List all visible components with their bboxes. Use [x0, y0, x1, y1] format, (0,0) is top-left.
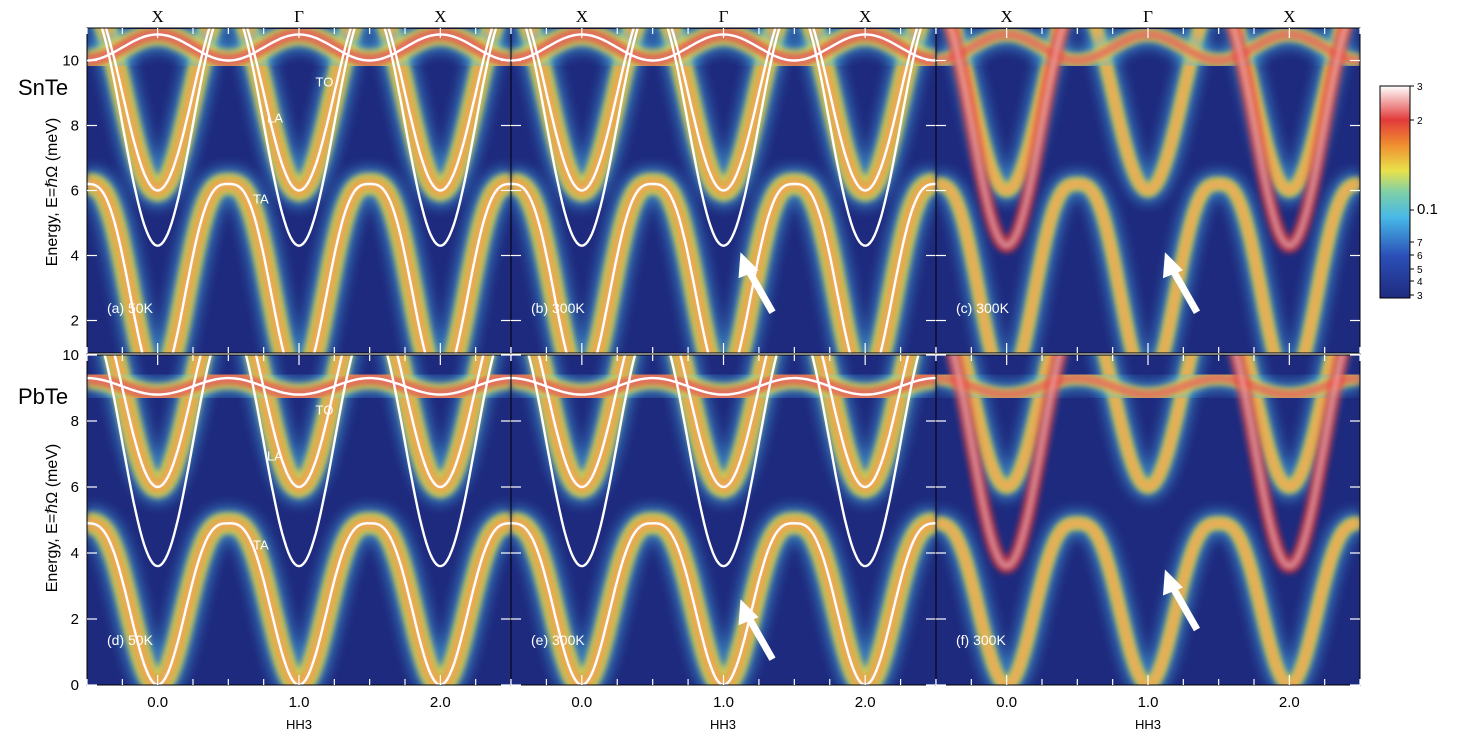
panel-b: (b) 300K X Γ X	[510, 7, 937, 354]
colorbar-tick-label: 2	[1417, 116, 1423, 127]
y-tick-label-a: 4	[71, 248, 79, 265]
q-point-label-b: X	[859, 7, 871, 26]
y-tick-label-d: 4	[71, 545, 79, 562]
branch-label-to-d: TO	[316, 402, 334, 417]
q-point-label-a: Γ	[294, 7, 304, 26]
plot-area-f	[936, 355, 1360, 685]
y-tick-label-d: 8	[71, 413, 79, 430]
colorbar-tick-label: 4	[1417, 277, 1423, 288]
q-point-label-c: X	[1001, 7, 1013, 26]
x-tick-label-f: 1.0	[1138, 694, 1159, 711]
x-tick-label-e: 0.0	[571, 694, 592, 711]
dispersion-curve-e-2	[537, 355, 910, 489]
q-point-label-a: X	[434, 7, 446, 26]
dispersion-curve-b-1	[524, 28, 923, 248]
colorbar-tick-label: 5	[1417, 265, 1423, 276]
y-tick-label-a: 8	[71, 118, 79, 135]
x-axis-title-e: HH3	[710, 717, 736, 732]
y-axis-title-bottom: Energy, E=ℏΩ (meV)	[44, 444, 61, 593]
panel-e: (e) 300K 0.0 1.0 2.0	[510, 354, 937, 711]
y-tick-label-d: 0	[71, 677, 79, 694]
dispersion-curve-d-2	[113, 355, 485, 489]
x-tick-label-f: 2.0	[1279, 694, 1300, 711]
panel-label-e: (e) 300K	[531, 632, 585, 648]
branch-label-la-d: LA	[267, 449, 283, 464]
x-tick-label-d: 2.0	[430, 694, 451, 711]
y-tick-label-d: 2	[71, 611, 79, 628]
colorbar-tick-label: 6	[1417, 251, 1423, 262]
q-point-label-a: X	[152, 7, 164, 26]
x-tick-label-d: 0.0	[147, 694, 168, 711]
row-label-pbte: PbTe	[18, 384, 68, 409]
y-tick-label-a: 10	[62, 53, 79, 70]
arrow-c	[1162, 252, 1200, 314]
colorbar-tick-label: 7	[1417, 238, 1423, 249]
y-tick-label-a: 2	[71, 313, 79, 330]
y-axis-title-top: Energy, E=ℏΩ (meV)	[44, 118, 61, 267]
panel-label-c: (c) 300K	[956, 300, 1010, 316]
panel-a: TO LA TA (a) 50K 2 4 6 8 10 X Γ X	[62, 7, 512, 354]
row-label-sntex: SnTe	[18, 75, 68, 100]
dispersion-curve-e-3	[511, 376, 936, 396]
y-tick-label-d: 10	[62, 347, 79, 364]
colorbar-tick-label: 3	[1417, 291, 1423, 302]
dispersion-curve-e-1	[527, 355, 920, 568]
y-tick-label-d: 6	[71, 479, 79, 496]
x-tick-label-f: 0.0	[996, 694, 1017, 711]
q-point-label-c: Γ	[1143, 7, 1153, 26]
arrow-f	[1162, 569, 1200, 632]
dispersion-curve-a-2	[104, 28, 494, 192]
colorbar: 3 2 0.1 7 6 54 3	[1379, 82, 1438, 302]
dispersion-curve-d-3	[87, 376, 511, 396]
arrow-b	[738, 252, 776, 314]
arrow-e	[738, 599, 776, 661]
branch-label-to-a: TO	[316, 75, 334, 90]
panel-label-d: (d) 50K	[107, 632, 154, 648]
branch-label-la-a: LA	[267, 110, 283, 125]
panel-label-f: (f) 300K	[956, 632, 1006, 648]
x-tick-label-e: 1.0	[713, 694, 734, 711]
q-point-label-b: Γ	[719, 7, 729, 26]
panel-d: TO LA TA (d) 50K 0 2 4 6 8 10 0.0 1.0 2.0	[62, 347, 512, 711]
colorbar-tick-label: 0.1	[1417, 201, 1438, 218]
panel-label-a: (a) 50K	[107, 300, 154, 316]
panel-c: (c) 300K X Γ X	[935, 7, 1361, 354]
x-tick-label-d: 1.0	[289, 694, 310, 711]
branch-label-ta-a: TA	[253, 192, 269, 207]
branch-label-ta-d: TA	[253, 538, 269, 553]
x-axis-title-f: HH3	[1135, 717, 1161, 732]
panel-label-b: (b) 300K	[531, 300, 585, 316]
dispersion-curve-d-1	[103, 355, 495, 568]
colorbar-tick-label: 3	[1417, 82, 1423, 93]
x-axis-title-d: HH3	[286, 717, 312, 732]
dispersion-curve-b-2	[528, 28, 919, 192]
colorbar-gradient	[1379, 85, 1411, 299]
q-point-label-c: X	[1283, 7, 1295, 26]
dispersion-curve-a-1	[100, 28, 498, 248]
panel-f: (f) 300K 0.0 1.0 2.0	[935, 354, 1361, 711]
y-tick-label-a: 6	[71, 183, 79, 200]
x-tick-label-e: 2.0	[855, 694, 876, 711]
q-point-label-b: X	[576, 7, 588, 26]
